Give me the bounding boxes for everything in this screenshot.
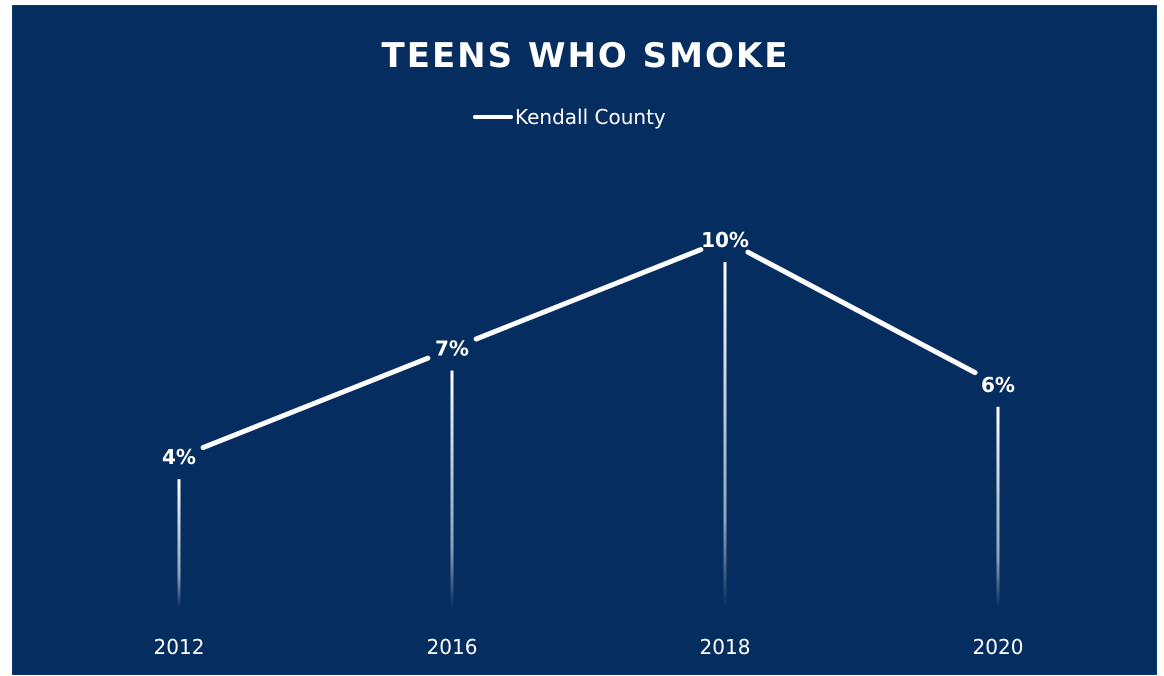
drop-line-2016 bbox=[450, 370, 454, 608]
series-lines bbox=[200, 247, 978, 451]
x-tick-label-2016: 2016 bbox=[427, 635, 478, 659]
drop-lines bbox=[177, 262, 1000, 608]
data-label-2020: 6% bbox=[981, 373, 1015, 397]
x-axis-tick-labels: 2012 2016 2018 2020 bbox=[154, 635, 1024, 659]
series-line-segment-2016-2018 bbox=[473, 247, 704, 342]
legend-line-swatch bbox=[473, 115, 513, 119]
line-chart: 4% 7% 10% 6% 2012 2016 2018 2020 bbox=[154, 228, 1024, 659]
data-label-2012: 4% bbox=[162, 445, 196, 469]
series-line-segment-2018-2020 bbox=[745, 249, 978, 376]
legend: Kendall County bbox=[473, 102, 666, 132]
data-label-2018: 10% bbox=[701, 228, 749, 252]
chart-panel: TEENS WHO SMOKE Kendall County 4% 7% 10% 6%… bbox=[12, 5, 1157, 675]
x-tick-label-2018: 2018 bbox=[700, 635, 751, 659]
legend-label: Kendall County bbox=[515, 105, 666, 129]
x-tick-label-2020: 2020 bbox=[973, 635, 1024, 659]
drop-line-2012 bbox=[177, 479, 181, 608]
data-label-2016: 7% bbox=[435, 337, 469, 361]
drop-line-2018 bbox=[723, 262, 727, 608]
x-tick-label-2012: 2012 bbox=[154, 635, 205, 659]
drop-line-2020 bbox=[996, 406, 1000, 608]
series-line-segment-2012-2016 bbox=[200, 355, 431, 451]
chart-title: TEENS WHO SMOKE bbox=[381, 36, 790, 76]
data-labels: 4% 7% 10% 6% bbox=[162, 228, 1015, 469]
